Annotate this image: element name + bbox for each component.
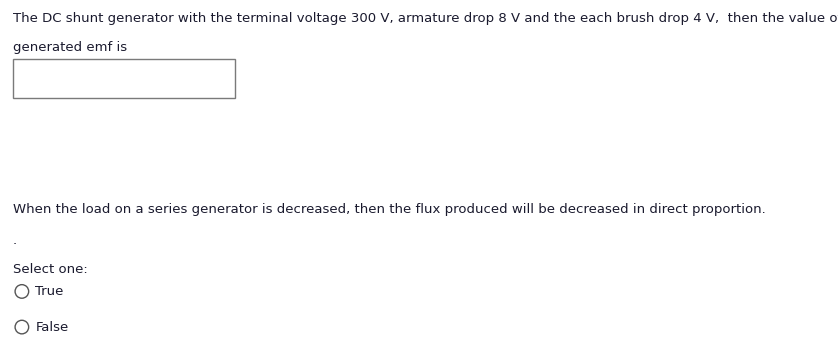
Text: True: True — [35, 285, 64, 298]
Text: False: False — [35, 321, 69, 334]
Text: When the load on a series generator is decreased, then the flux produced will be: When the load on a series generator is d… — [13, 203, 765, 216]
Text: Select one:: Select one: — [13, 262, 87, 275]
Text: generated emf is: generated emf is — [13, 41, 127, 54]
Text: The DC shunt generator with the terminal voltage 300 V, armature drop 8 V and th: The DC shunt generator with the terminal… — [13, 12, 838, 25]
Text: .: . — [13, 234, 17, 247]
FancyBboxPatch shape — [13, 59, 235, 99]
